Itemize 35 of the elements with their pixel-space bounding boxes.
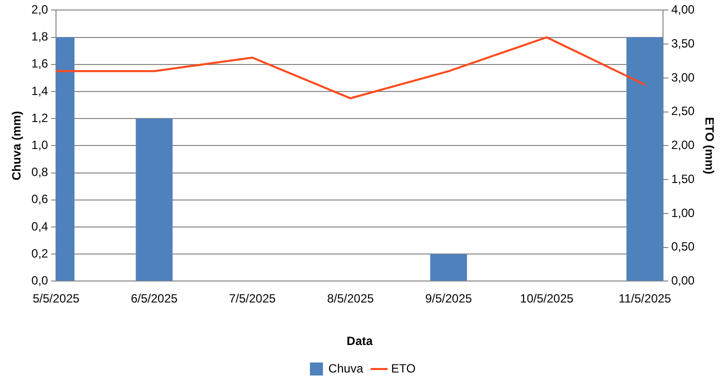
y-tick-label: 1,8 bbox=[31, 30, 48, 44]
bar bbox=[430, 254, 467, 281]
y2-tick-label: 3,00 bbox=[671, 70, 695, 84]
y-tick-label: 0,4 bbox=[31, 219, 48, 234]
x-tick-label: 8/5/2025 bbox=[327, 292, 374, 306]
bar bbox=[136, 118, 173, 281]
y2-tick-label: 1,50 bbox=[671, 172, 695, 186]
y-tick-label: 1,0 bbox=[31, 138, 48, 152]
legend-label: Chuva bbox=[328, 361, 364, 376]
x-tick-label: 10/5/2025 bbox=[520, 292, 574, 306]
x-tick-label: 11/5/2025 bbox=[618, 292, 672, 306]
y2-tick-label: 0,00 bbox=[671, 274, 695, 288]
y2-tick-label: 0,50 bbox=[671, 240, 695, 254]
y2-tick-label: 4,00 bbox=[671, 2, 695, 17]
y-tick-label: 1,4 bbox=[31, 84, 48, 98]
x-tick-label: 9/5/2025 bbox=[425, 292, 472, 306]
y-axis-title: Chuva (mm) bbox=[10, 111, 24, 180]
y2-tick-label: 1,00 bbox=[671, 206, 695, 220]
y-tick-label: 2,0 bbox=[31, 2, 48, 17]
y2-tick-label: 3,50 bbox=[671, 36, 695, 50]
y-tick-label: 0,0 bbox=[31, 274, 48, 288]
x-tick-label: 5/5/2025 bbox=[32, 292, 80, 306]
y-tick-label: 1,2 bbox=[31, 110, 48, 125]
y2-tick-label: 2,50 bbox=[671, 104, 695, 118]
y2-axis-title: ETO (mm) bbox=[702, 117, 716, 174]
legend-label: ETO bbox=[391, 361, 416, 376]
x-tick-label: 6/5/2025 bbox=[130, 292, 178, 306]
x-tick-label: 7/5/2025 bbox=[228, 292, 276, 306]
y-tick-label: 0,6 bbox=[31, 192, 48, 206]
y2-tick-label: 2,00 bbox=[671, 138, 695, 152]
x-axis-title: Data bbox=[346, 334, 373, 348]
y-tick-label: 1,6 bbox=[31, 56, 48, 71]
y-tick-label: 0,2 bbox=[31, 246, 48, 260]
y-tick-label: 0,8 bbox=[31, 165, 48, 180]
bar bbox=[626, 37, 664, 281]
